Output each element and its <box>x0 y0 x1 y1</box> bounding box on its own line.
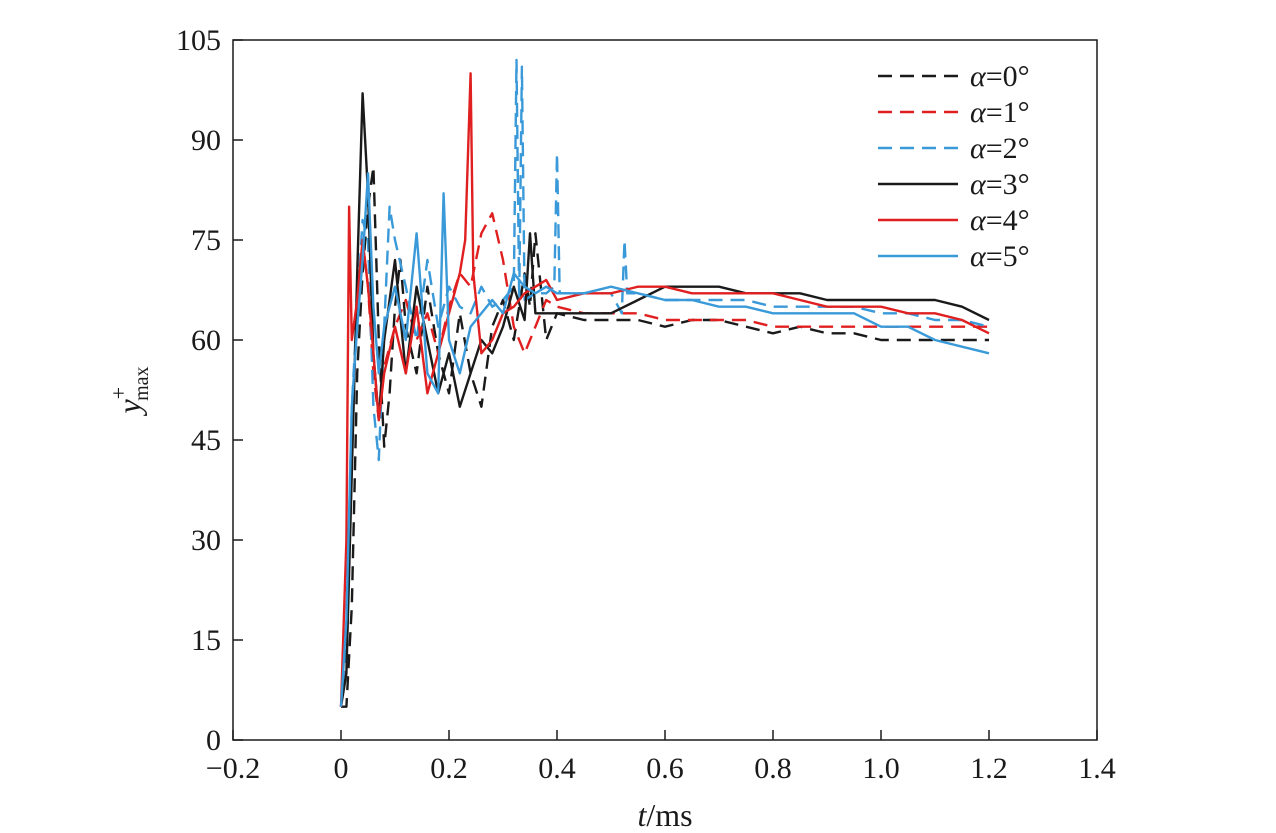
legend-label-2: α=1° <box>970 96 1030 129</box>
series-layer <box>339 58 990 708</box>
series-line-3 <box>339 58 990 707</box>
x-tick-label: 0 <box>334 752 349 785</box>
x-axis-title-unit: /ms <box>646 797 692 833</box>
x-tick-label: 1.2 <box>970 752 1008 785</box>
y-tick-label: 30 <box>191 524 221 557</box>
y-tick-label: 45 <box>191 424 221 457</box>
x-tick-label: 0.4 <box>538 752 576 785</box>
x-axis-title: t/ms <box>637 797 692 833</box>
x-tick-label: 1.0 <box>862 752 900 785</box>
legend-label-symbol: α <box>970 168 987 201</box>
series-line-1 <box>341 165 989 708</box>
series-line-4 <box>339 92 990 707</box>
legend-label-symbol: α <box>970 240 987 273</box>
x-tick-label: 0.6 <box>646 752 684 785</box>
y-axis-title-superscript: + <box>106 387 131 399</box>
legend-label-value: =5° <box>986 240 1030 273</box>
y-axis-title-base: y <box>111 399 147 417</box>
legend-label-value: =0° <box>986 60 1030 93</box>
series-line-5 <box>339 72 990 707</box>
legend-label-symbol: α <box>970 132 987 165</box>
legend-label-3: α=2° <box>970 132 1030 165</box>
legend-label-value: =2° <box>986 132 1030 165</box>
y-tick-label: 60 <box>191 324 221 357</box>
series-line-2 <box>339 212 989 707</box>
y-tick-label: 0 <box>206 724 221 757</box>
y-tick-label: 90 <box>191 124 221 157</box>
legend-label-4: α=3° <box>970 168 1030 201</box>
legend-label-5: α=4° <box>970 204 1030 237</box>
y-tick-label: 105 <box>176 24 221 57</box>
x-axis: −0.2 0 0.2 0.4 0.6 0.8 1.0 1.2 1.4 <box>206 730 1116 785</box>
x-tick-label: −0.2 <box>206 752 260 785</box>
legend-label-value: =4° <box>986 204 1030 237</box>
legend: α=0°α=1°α=2°α=3°α=4°α=5° <box>878 60 1030 273</box>
plot-frame <box>232 39 1098 741</box>
x-tick-label: 1.4 <box>1078 752 1116 785</box>
legend-label-symbol: α <box>970 96 987 129</box>
series-line-6 <box>339 172 990 707</box>
y-axis: 0 15 30 45 60 75 90 105 <box>176 24 243 757</box>
y-tick-label: 15 <box>191 624 221 657</box>
legend-label-1: α=0° <box>970 60 1030 93</box>
y-axis-title: y+max <box>106 366 153 416</box>
y-tick-label: 75 <box>191 224 221 257</box>
legend-label-value: =3° <box>986 168 1030 201</box>
y-axis-title-subscript: max <box>131 366 153 400</box>
x-tick-label: 0.8 <box>754 752 792 785</box>
legend-label-6: α=5° <box>970 240 1030 273</box>
legend-label-value: =1° <box>986 96 1030 129</box>
legend-label-symbol: α <box>970 204 987 237</box>
x-tick-label: 0.2 <box>430 752 468 785</box>
legend-label-symbol: α <box>970 60 987 93</box>
x-axis-title-symbol: t <box>637 797 647 833</box>
y-axis-title-text: y+max <box>106 366 153 416</box>
